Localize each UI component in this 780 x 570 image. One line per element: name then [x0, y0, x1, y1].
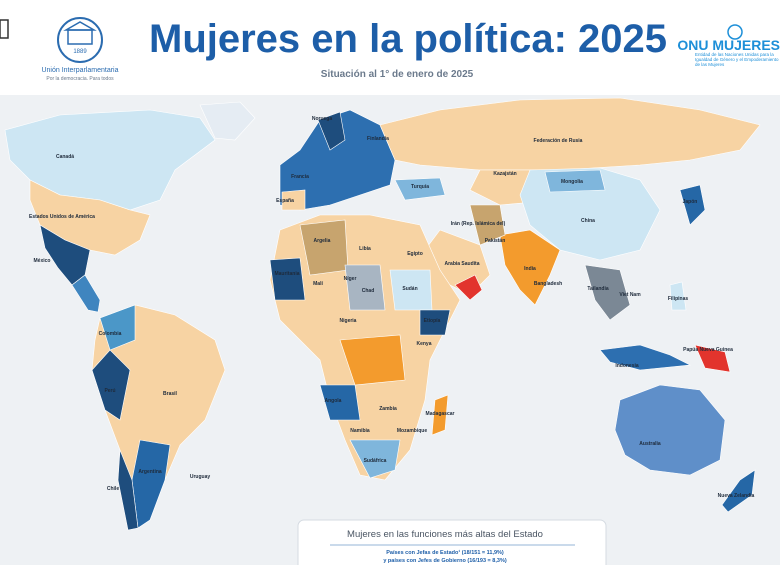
new-zealand — [721, 469, 756, 513]
russia — [379, 97, 761, 171]
country-label: Arabia Saudita — [444, 261, 479, 267]
country-label: Australia — [639, 441, 661, 447]
png — [694, 344, 731, 373]
peru — [91, 349, 131, 421]
country-label: Francia — [291, 174, 309, 180]
country-label: Uruguay — [190, 474, 211, 480]
ipu-name: Unión Interparlamentaria — [41, 67, 118, 74]
iberia — [281, 189, 306, 211]
central-america — [71, 274, 101, 313]
country-label: Tailandia — [587, 286, 609, 292]
australia — [614, 384, 726, 476]
country-label: Bangladesh — [534, 281, 562, 287]
greenland — [199, 101, 256, 141]
country-label: Brasil — [163, 391, 178, 397]
country-label: Argentina — [138, 469, 162, 475]
turkey — [394, 177, 446, 201]
country-label: Zambia — [379, 406, 397, 412]
iran — [469, 204, 506, 246]
info-box: Mujeres en las funciones más altas del E… — [297, 519, 607, 570]
subtitle: Situación al 1° de enero de 2025 — [321, 69, 474, 80]
country-label: España — [276, 198, 294, 204]
country-label: México — [34, 258, 51, 264]
ipu-year: 1889 — [73, 49, 87, 55]
chile — [117, 449, 139, 531]
ipu-logo: 1889 Unión Interparlamentaria Por la dem… — [41, 17, 119, 82]
box-line1: Países con Jefas de Estado¹ (18/151 = 11… — [386, 549, 504, 556]
country-label: Finlandia — [367, 136, 389, 142]
country-label: Sudáfrica — [364, 458, 387, 464]
ethiopia — [419, 309, 451, 336]
country-labels: Canadá Estados Unidos de América México Col… — [29, 116, 755, 499]
country-label: Sudán — [402, 286, 417, 292]
south-africa — [349, 439, 401, 479]
country-label: Nigeria — [340, 318, 357, 324]
country-label: Madagascar — [426, 411, 455, 417]
country-label: Irán (Rep. Islámica del) — [451, 221, 506, 227]
box-line2: y países con Jefes de Gobierno (16/193 =… — [383, 558, 507, 564]
indonesia — [599, 344, 692, 371]
country-label: Turquía — [411, 184, 429, 190]
mongolia — [544, 169, 606, 193]
country-label: Papúa Nueva Guinea — [683, 347, 733, 353]
country-label: Mauritania — [274, 271, 299, 277]
country-label: Etiopía — [424, 318, 441, 324]
country-label: Mozambique — [397, 428, 427, 434]
country-label: Argelia — [314, 238, 331, 244]
philippines — [669, 281, 687, 311]
country-label: Angola — [325, 398, 342, 404]
country-label: Kazajstán — [493, 171, 516, 177]
southeast-asia — [584, 264, 631, 321]
unwomen-tagline: Entidad de las Naciones Unidas para la I… — [695, 52, 779, 67]
country-label: Chad — [362, 288, 375, 294]
india — [499, 229, 561, 306]
country-label: Mongolia — [561, 179, 583, 185]
yemen-oman — [454, 274, 483, 301]
country-label: Colombia — [99, 331, 122, 337]
angola — [319, 384, 361, 421]
country-label: Egipto — [407, 251, 423, 257]
country-label: Malí — [313, 281, 323, 287]
japan — [679, 184, 706, 226]
country-label: China — [581, 218, 595, 224]
country-label: Perú — [104, 388, 115, 394]
madagascar — [431, 394, 449, 436]
drc — [339, 334, 406, 386]
country-label: India — [524, 266, 536, 272]
land — [4, 97, 761, 531]
country-label: Canadá — [56, 154, 74, 160]
country-label: Pakistán — [485, 238, 506, 244]
country-label: Kenya — [416, 341, 431, 347]
title: Mujeres en la política: 2025 — [149, 17, 667, 61]
country-label: Nueva Zelandia — [718, 493, 755, 499]
country-label: Chile — [107, 486, 119, 492]
scandinavia — [317, 111, 346, 151]
country-label: Japón — [683, 199, 698, 205]
niger-chad — [344, 264, 386, 311]
country-label: Viet Nam — [619, 292, 641, 298]
qr-icon — [0, 19, 9, 39]
usa — [29, 179, 151, 256]
country-label: Níger — [344, 276, 357, 282]
country-label: Estados Unidos de América — [29, 214, 95, 220]
country-label: Filipinas — [668, 296, 689, 302]
country-label: Noruega — [312, 116, 333, 122]
ipu-tagline: Por la democracia. Para todos — [46, 76, 114, 82]
country-label: Namibia — [350, 428, 370, 434]
unwomen-logo: ONU MUJERES Entidad de las Naciones Unid… — [677, 24, 780, 67]
box-title: Mujeres en las funciones más altas del E… — [347, 529, 543, 540]
country-label: Indonesia — [615, 363, 639, 369]
unwomen-name: ONU MUJERES — [677, 37, 780, 53]
country-label: Federación de Rusia — [534, 138, 583, 144]
colombia-venezuela — [99, 304, 136, 351]
country-label: Libia — [359, 246, 371, 252]
mauritania — [269, 257, 306, 301]
